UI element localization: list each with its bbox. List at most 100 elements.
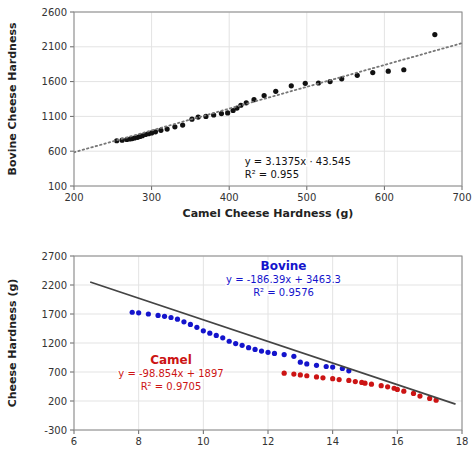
tick-label: 2700 [42, 251, 67, 262]
scatter-point [291, 371, 296, 376]
scatter-point [207, 331, 212, 336]
annotation-text: y = -98.854x + 1897 [118, 368, 223, 379]
trend-line [90, 282, 455, 404]
tick-label: 1100 [42, 111, 67, 122]
scatter-point [240, 343, 245, 348]
plot-frame [74, 256, 462, 430]
plot-background [74, 256, 462, 430]
grid-line [74, 343, 462, 344]
scatter-point [219, 111, 224, 116]
annotation-text: y = -186.39x + 3463.3 [226, 274, 341, 285]
grid-line [74, 401, 462, 402]
tick-mark [70, 81, 74, 82]
scatter-point [214, 333, 219, 338]
scatter-point [432, 32, 437, 37]
y-axis-label: Cheese Hardness (g) [6, 279, 19, 408]
tick-label: 8 [135, 436, 141, 447]
scatter-point [337, 377, 342, 382]
grid [74, 256, 462, 430]
tick-label: 18 [456, 436, 469, 447]
tick-mark [70, 12, 74, 13]
scatter-point [282, 352, 287, 357]
tick-mark [462, 186, 463, 190]
scatter-point [233, 341, 238, 346]
grid-line [74, 151, 462, 152]
tick-mark [74, 430, 75, 434]
scatter-point [227, 339, 232, 344]
tick-label: 1600 [42, 76, 67, 87]
scatter-point [272, 351, 277, 356]
scatter-point [330, 364, 335, 369]
tick-mark [203, 430, 204, 434]
scatter-point [155, 313, 160, 318]
annotation: y = 3.1375x · 43.545R² = 0.955 [245, 156, 351, 180]
scatter-point [324, 364, 329, 369]
scatter-point [201, 328, 206, 333]
scatter-point [379, 383, 384, 388]
tick-label: 200 [64, 192, 83, 203]
tick-mark [70, 151, 74, 152]
tick-mark [70, 46, 74, 47]
tick-label: -300 [44, 425, 67, 436]
scatter-point [146, 311, 151, 316]
scatter-point [304, 361, 309, 366]
tick-label: 100 [48, 181, 67, 192]
tick-label: 400 [220, 192, 239, 203]
scatter-point [385, 384, 390, 389]
tick-label: 200 [48, 396, 67, 407]
tick-mark [151, 186, 152, 190]
scatter-point [225, 110, 230, 115]
tick-mark [70, 116, 74, 117]
annotation-text: R² = 0.955 [245, 169, 299, 180]
tick-label: 16 [391, 436, 404, 447]
tick-label: 14 [326, 436, 339, 447]
grid-line [229, 12, 230, 186]
scatter-point [370, 70, 375, 75]
annotation: Camely = -98.854x + 1897 R² = 0.9705 [118, 353, 223, 392]
plot-background [74, 12, 462, 186]
panel: 681012141618-3002007001200170022002700Ch… [6, 251, 468, 448]
scatter-point [259, 349, 264, 354]
tick-mark [138, 430, 139, 434]
data-marks [74, 32, 462, 152]
tick-mark [70, 285, 74, 286]
annotation-title: Camel [150, 353, 192, 367]
tick-label: 500 [297, 192, 316, 203]
data-marks [90, 282, 455, 404]
tick-label: 1200 [42, 338, 67, 349]
scatter-point [401, 67, 406, 72]
x-axis-label: Camel Cheese Hardness (g) [183, 207, 354, 220]
scatter-point [362, 381, 367, 386]
tick-label: 6 [71, 436, 77, 447]
scatter-point [168, 315, 173, 320]
tick-mark [70, 430, 74, 431]
grid-line [74, 46, 462, 47]
tick-mark [229, 186, 230, 190]
tick-mark [70, 343, 74, 344]
scatter-point [162, 314, 167, 319]
scatter-point [181, 319, 186, 324]
annotation-title: Bovine [261, 259, 307, 273]
scatter-point [175, 317, 180, 322]
scatter-point [188, 322, 193, 327]
annotation-text: R² = 0.9705 [141, 381, 202, 392]
tick-mark [332, 430, 333, 434]
scatter-point [262, 93, 267, 98]
tick-mark [306, 186, 307, 190]
grid-line [74, 116, 462, 117]
scatter-point [369, 382, 374, 387]
tick-label: 700 [48, 367, 67, 378]
scatter-point [220, 335, 225, 340]
tick-label: 2600 [42, 7, 67, 18]
tick-mark [74, 186, 75, 190]
scatter-point [320, 375, 325, 380]
scatter-point [291, 354, 296, 359]
tick-mark [397, 430, 398, 434]
scatter-point [252, 347, 257, 352]
scatter-point [401, 389, 406, 394]
scatter-point [180, 123, 185, 128]
panel: 2003004005006007001006001100160021002600… [6, 7, 472, 221]
annotation-text: R² = 0.9576 [253, 287, 314, 298]
scatter-point [386, 69, 391, 74]
scatter-point [304, 373, 309, 378]
